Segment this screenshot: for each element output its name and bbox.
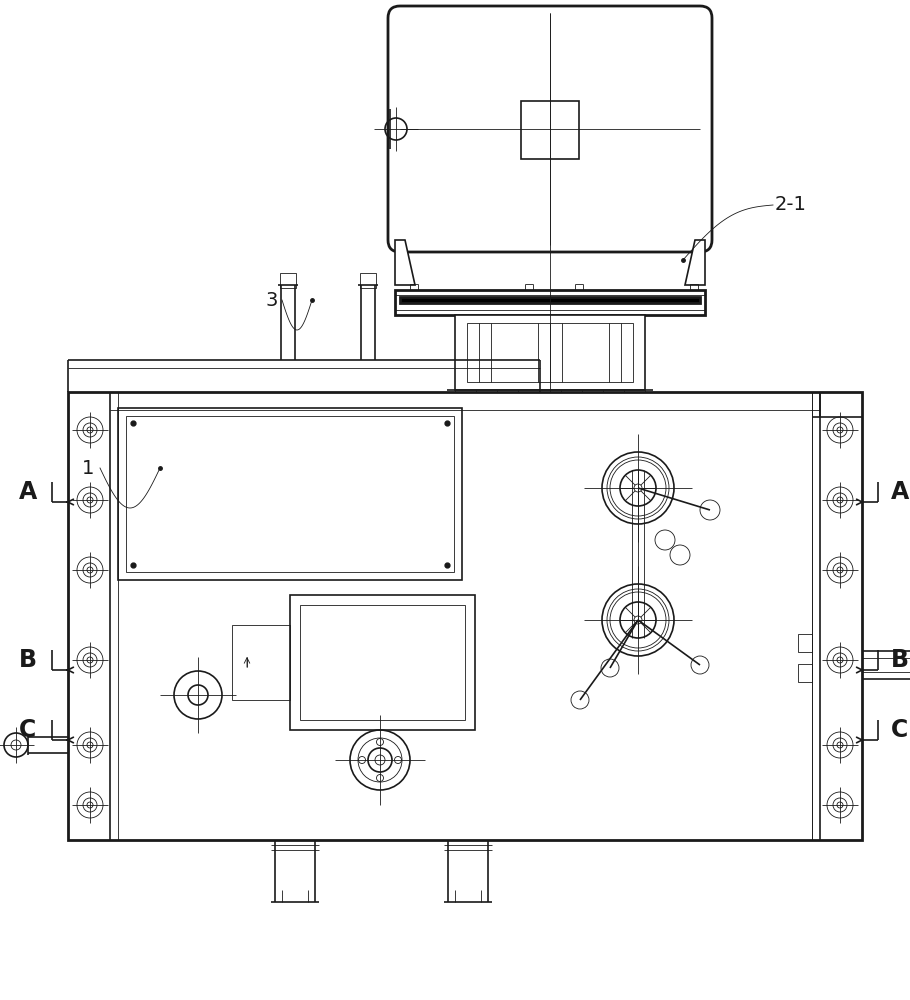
Text: 2-1: 2-1 [775, 196, 807, 215]
Bar [798, 634, 812, 652]
Bar [798, 664, 812, 682]
Bar [467, 323, 633, 382]
Bar [395, 290, 705, 315]
Bar [118, 408, 462, 580]
Polygon shape [685, 240, 705, 285]
Bar [521, 101, 579, 159]
Text: A: A [19, 480, 37, 504]
Bar [126, 416, 454, 572]
Text: C: C [892, 718, 908, 742]
Text: B: B [891, 648, 909, 672]
Polygon shape [395, 240, 415, 285]
Bar [360, 273, 376, 288]
Bar [455, 315, 645, 390]
Text: 1: 1 [82, 458, 95, 478]
Bar [400, 297, 700, 303]
Text: 3: 3 [266, 290, 278, 310]
Bar [300, 605, 465, 720]
Bar [68, 392, 862, 840]
FancyBboxPatch shape [388, 6, 712, 252]
Bar [290, 595, 475, 730]
Text: B: B [19, 648, 37, 672]
Bar [232, 625, 290, 700]
Bar [280, 273, 296, 288]
Text: A: A [891, 480, 909, 504]
Text: C: C [19, 718, 36, 742]
